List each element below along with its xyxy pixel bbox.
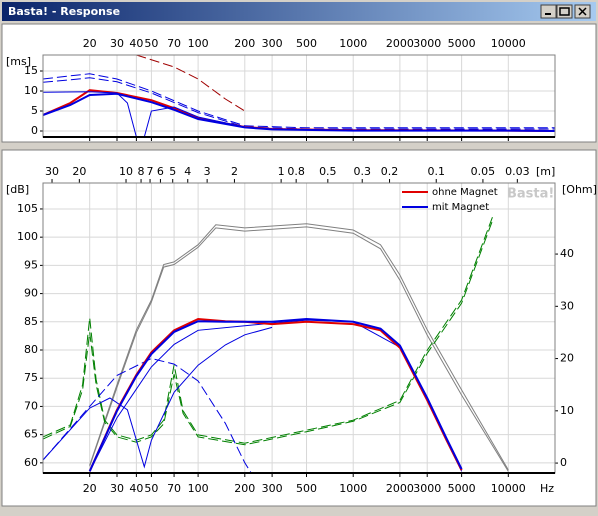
x2-tick-label: 0.1 xyxy=(427,165,445,178)
x2-tick-label: 0.5 xyxy=(319,165,337,178)
series-line xyxy=(43,326,273,469)
series-line xyxy=(43,214,494,444)
x2-tick-label: 5 xyxy=(169,165,176,178)
x-tick-label: 10000 xyxy=(491,482,526,495)
x-tick-label: 30 xyxy=(110,482,124,495)
plot-area xyxy=(43,183,555,473)
window-title: Basta! - Response xyxy=(8,5,120,18)
maximize-icon xyxy=(559,7,570,16)
x2-tick-label: 4 xyxy=(184,165,191,178)
y-tick-label: 70 xyxy=(24,399,38,412)
y2-tick-label: 0 xyxy=(560,456,567,469)
x2-tick-label: 0.03 xyxy=(505,165,530,178)
title-bar xyxy=(2,2,596,21)
x-tick-label: 5000 xyxy=(448,482,476,495)
x-unit-label: Hz xyxy=(540,482,554,495)
y-axis-label: [dB] xyxy=(6,183,29,196)
x-tick-label: 20 xyxy=(83,482,97,495)
series-group xyxy=(43,214,509,473)
x-tick-label: 50 xyxy=(144,482,158,495)
x-tick-label: 200 xyxy=(234,37,255,50)
series-line xyxy=(43,91,245,137)
y2-tick-label: 20 xyxy=(560,352,574,365)
x-tick-label: 3000 xyxy=(413,482,441,495)
x2-tick-label: 0.3 xyxy=(353,165,371,178)
x-tick-label: 1000 xyxy=(339,37,367,50)
legend-label: ohne Magnet xyxy=(432,187,498,198)
window-buttons[interactable] xyxy=(540,4,591,19)
x2-tick-label: 0.2 xyxy=(381,165,399,178)
x-tick-label: 20 xyxy=(83,37,97,50)
x2-tick-label: 7 xyxy=(147,165,154,178)
x2-axis-label: [m] xyxy=(536,165,555,178)
x-tick-label: 40 xyxy=(129,37,143,50)
y-tick-label: 10 xyxy=(24,84,38,97)
y2-tick-label: 40 xyxy=(560,247,574,260)
x2-tick-label: 0.05 xyxy=(471,165,496,178)
x-tick-label: 40 xyxy=(129,482,143,495)
x-tick-label: 100 xyxy=(188,37,209,50)
y-tick-label: 85 xyxy=(24,315,38,328)
x-tick-label: 2000 xyxy=(386,37,414,50)
x2-tick-label: 2 xyxy=(231,165,238,178)
y-tick-label: 15 xyxy=(24,64,38,77)
y-tick-label: 100 xyxy=(17,230,38,243)
x-tick-label: 300 xyxy=(262,482,283,495)
y2-axis-label: [Ohm] xyxy=(562,183,597,196)
series-line xyxy=(43,218,494,446)
legend-label: mit Magnet xyxy=(432,202,489,213)
x-tick-label: 10000 xyxy=(491,37,526,50)
series-line xyxy=(88,317,463,472)
series-line xyxy=(43,73,555,129)
y-tick-label: 5 xyxy=(31,104,38,117)
y-tick-label: 95 xyxy=(24,258,38,271)
y2-tick-label: 10 xyxy=(560,404,574,417)
x-tick-label: 70 xyxy=(167,37,181,50)
x-tick-label: 2000 xyxy=(386,482,414,495)
x2-tick-label: 1 xyxy=(278,165,285,178)
y-tick-label: 75 xyxy=(24,371,38,384)
series-line xyxy=(89,223,509,471)
x-tick-label: 50 xyxy=(144,37,158,50)
x-tick-label: 3000 xyxy=(413,37,441,50)
series-line xyxy=(43,357,252,473)
x-tick-label: 30 xyxy=(110,37,124,50)
series-group xyxy=(43,55,555,137)
x2-tick-label: 30 xyxy=(45,165,59,178)
x-tick-label: 500 xyxy=(296,37,317,50)
x2-tick-label: 8 xyxy=(138,165,145,178)
x2-tick-label: 0.8 xyxy=(287,165,305,178)
y-tick-label: 105 xyxy=(17,202,38,215)
y-tick-label: 0 xyxy=(31,124,38,137)
y-axis-label: [ms] xyxy=(6,55,31,68)
x2-tick-label: 6 xyxy=(157,165,164,178)
y-tick-label: 60 xyxy=(24,456,38,469)
series-line xyxy=(89,226,509,472)
y-tick-label: 65 xyxy=(24,428,38,441)
x2-tick-label: 3 xyxy=(204,165,211,178)
x-tick-label: 5000 xyxy=(448,37,476,50)
series-line xyxy=(43,77,555,130)
watermark: Basta! xyxy=(507,187,554,202)
x2-tick-label: 20 xyxy=(72,165,86,178)
x-tick-label: 100 xyxy=(188,482,209,495)
close-icon xyxy=(578,7,587,16)
x-tick-label: 300 xyxy=(262,37,283,50)
x-tick-label: 70 xyxy=(167,482,181,495)
x-tick-label: 500 xyxy=(296,482,317,495)
y-tick-label: 90 xyxy=(24,287,38,300)
x-tick-label: 1000 xyxy=(339,482,367,495)
series-line xyxy=(136,55,246,112)
y2-tick-label: 30 xyxy=(560,299,574,312)
minimize-button[interactable] xyxy=(540,4,557,19)
x2-tick-label: 10 xyxy=(119,165,133,178)
series-line xyxy=(43,92,555,132)
x-tick-label: 200 xyxy=(234,482,255,495)
y-tick-label: 80 xyxy=(24,343,38,356)
